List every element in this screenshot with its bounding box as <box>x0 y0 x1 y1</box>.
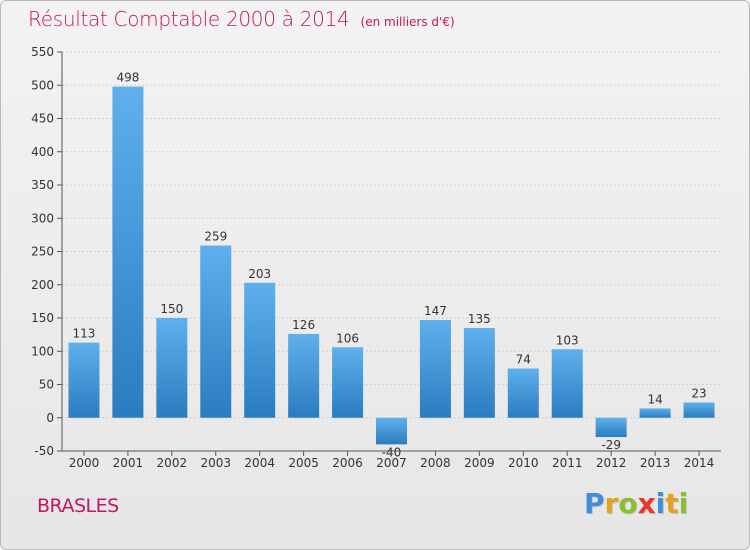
y-tick-label: 250 <box>31 245 54 259</box>
data-label: 74 <box>516 353 531 367</box>
title-row: Résultat Comptable 2000 à 2014 (en milli… <box>28 7 455 31</box>
bar <box>68 342 100 418</box>
x-tick-label: 2006 <box>332 456 363 470</box>
x-tick-label: 2008 <box>420 456 451 470</box>
x-tick-label: 2009 <box>464 456 495 470</box>
bar <box>156 318 188 418</box>
y-tick-label: 0 <box>46 411 54 425</box>
data-label: 14 <box>647 392 662 406</box>
bar <box>112 86 144 418</box>
bar <box>551 349 583 418</box>
chart-title: Résultat Comptable 2000 à 2014 <box>28 7 350 31</box>
logo-letter: o <box>618 487 638 520</box>
x-tick-label: 2012 <box>596 456 627 470</box>
y-tick-label: 150 <box>31 311 54 325</box>
data-label: -29 <box>601 438 621 452</box>
bar <box>376 417 407 445</box>
logo-letter: P <box>584 487 605 520</box>
bar <box>200 245 232 418</box>
x-tick-label: 2005 <box>288 456 319 470</box>
x-tick-label: 2010 <box>508 456 539 470</box>
bar <box>507 368 539 418</box>
x-tick-label: 2014 <box>684 456 715 470</box>
x-tick-label: 2001 <box>113 456 144 470</box>
logo-letter: x <box>637 487 656 520</box>
data-label: 259 <box>204 230 227 244</box>
logo-letter: i <box>678 487 689 520</box>
y-tick-label: 350 <box>31 178 54 192</box>
y-tick-label: 50 <box>39 378 54 392</box>
x-tick-label: 2013 <box>640 456 671 470</box>
x-tick-label: 2003 <box>200 456 231 470</box>
x-tick-label: 2000 <box>69 456 100 470</box>
data-label: 203 <box>248 267 271 281</box>
data-label: 113 <box>73 327 96 341</box>
bar <box>244 282 276 418</box>
data-label: 106 <box>336 331 359 345</box>
y-tick-label: 550 <box>31 45 54 59</box>
logo-letter: t <box>665 487 679 520</box>
proxiti-logo[interactable]: Proxiti <box>584 487 688 520</box>
bar <box>463 327 495 418</box>
data-label: 135 <box>468 312 491 326</box>
data-label: 498 <box>116 71 139 85</box>
y-tick-label: 500 <box>31 78 54 92</box>
bar <box>595 417 627 438</box>
bar <box>288 333 320 418</box>
bar <box>419 319 451 418</box>
commune-name: BRASLES <box>37 495 119 517</box>
x-tick-label: 2004 <box>244 456 275 470</box>
data-label: 103 <box>556 333 579 347</box>
y-tick-label: 400 <box>31 145 54 159</box>
logo-letter: i <box>655 487 666 520</box>
bar <box>332 347 364 418</box>
chart-subtitle: (en milliers d'€) <box>360 15 455 29</box>
data-label: 126 <box>292 318 315 332</box>
y-tick-label: 450 <box>31 112 54 126</box>
data-label: 147 <box>424 304 447 318</box>
x-tick-label: 2011 <box>552 456 583 470</box>
bar <box>639 408 671 418</box>
bar <box>683 402 715 418</box>
logo-letter: r <box>604 487 619 520</box>
y-tick-label: 200 <box>31 278 54 292</box>
y-tick-label: -50 <box>34 444 54 458</box>
x-tick-label: 2002 <box>157 456 188 470</box>
y-tick-label: 100 <box>31 344 54 358</box>
data-label: 150 <box>160 302 183 316</box>
x-tick-label: 2007 <box>376 456 407 470</box>
data-label: 23 <box>691 386 706 400</box>
y-tick-label: 300 <box>31 211 54 225</box>
